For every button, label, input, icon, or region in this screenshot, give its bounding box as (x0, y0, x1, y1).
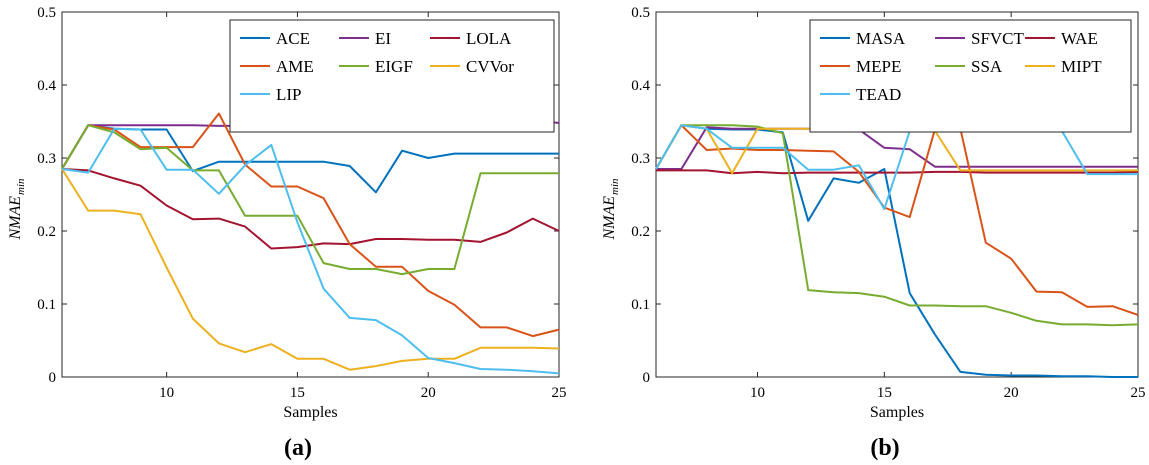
y-tick-label: 0.1 (37, 297, 56, 313)
legend: ACE EI LOLA AME EIGF CVVor LIP (229, 19, 555, 133)
legend-item: WAE (1025, 29, 1098, 48)
x-tick-label: 20 (1004, 385, 1019, 401)
legend-item: TEAD (820, 85, 901, 104)
legend-box (229, 19, 555, 133)
series-line-lola (61, 168, 560, 250)
y-tick-label: 0.3 (37, 151, 56, 167)
legend-item: CVVor (430, 57, 514, 76)
series-line-ssa (655, 124, 1139, 327)
legend-label: TEAD (856, 85, 901, 104)
x-tick-label: 25 (1131, 385, 1146, 401)
y-axis-label-main: NMAE (601, 196, 618, 241)
panel-label: (a) (284, 435, 312, 461)
y-axis-label-subscript: min (15, 178, 27, 195)
legend-label: AME (276, 57, 314, 76)
x-tick-label: 10 (159, 385, 174, 401)
legend-label: MIPT (1061, 57, 1102, 76)
legend-item: EIGF (339, 57, 413, 76)
series-line-lip (61, 127, 560, 375)
legend-label: LOLA (466, 29, 512, 48)
series-line-ame (61, 112, 560, 338)
series-line-ace (61, 124, 559, 194)
legend-item: SSA (935, 57, 1003, 76)
legend-label: MEPE (856, 57, 901, 76)
legend-label: SFVCT (971, 29, 1025, 48)
x-tick-label: 20 (421, 385, 436, 401)
y-tick-label: 0.1 (631, 297, 650, 313)
y-tick-label: 0 (643, 370, 651, 386)
legend-item: MASA (820, 29, 906, 48)
y-tick-label: 0 (49, 370, 57, 386)
y-tick-label: 0.4 (631, 78, 650, 94)
y-tick-label: 0.3 (631, 151, 650, 167)
legend-label: CVVor (466, 57, 514, 76)
x-tick-label: 15 (877, 385, 892, 401)
legend-item: AME (240, 57, 314, 76)
y-tick-label: 0.4 (37, 78, 56, 94)
legend-label: WAE (1061, 29, 1098, 48)
legend-label: ACE (276, 29, 310, 48)
y-tick-label: 0.2 (631, 224, 650, 240)
legend-label: MASA (856, 29, 906, 48)
legend-item: MIPT (1025, 57, 1102, 76)
y-axis-label-main: NMAE (7, 196, 24, 241)
legend-item: SFVCT (935, 29, 1025, 48)
x-axis-label: Samples (283, 404, 337, 421)
legend-label: LIP (276, 85, 302, 104)
legend-box (809, 19, 1132, 133)
legend-item: EI (339, 29, 391, 48)
y-tick-label: 0.5 (37, 5, 56, 21)
y-tick-label: 0.5 (631, 5, 650, 21)
legend: MASA SFVCT WAE MEPE SSA MIPT TEAD (809, 19, 1132, 133)
x-tick-label: 25 (552, 385, 567, 401)
series-line-cvvor (61, 168, 560, 371)
x-axis-label: Samples (870, 404, 924, 421)
y-axis-label-subscript: min (609, 178, 621, 195)
legend-label: SSA (971, 57, 1003, 76)
legend-item: ACE (240, 29, 310, 48)
legend-item: LIP (240, 85, 302, 104)
series-line-sfvct (656, 126, 1138, 170)
y-tick-label: 0.2 (37, 224, 56, 240)
legend-label: EI (375, 29, 391, 48)
x-tick-label: 10 (750, 385, 765, 401)
series-line-eigf (61, 124, 559, 276)
legend-label: EIGF (375, 57, 413, 76)
x-tick-label: 15 (290, 385, 305, 401)
legend-item: LOLA (430, 29, 512, 48)
panel-label: (b) (870, 435, 899, 461)
legend-item: MEPE (820, 57, 901, 76)
